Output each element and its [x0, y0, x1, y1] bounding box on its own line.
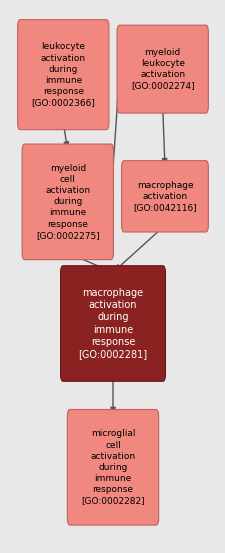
FancyBboxPatch shape [67, 409, 158, 525]
Text: macrophage
activation
[GO:0042116]: macrophage activation [GO:0042116] [133, 181, 196, 212]
FancyBboxPatch shape [121, 160, 207, 232]
FancyBboxPatch shape [18, 20, 108, 130]
Text: microglial
cell
activation
during
immune
response
[GO:0002282]: microglial cell activation during immune… [81, 430, 144, 505]
Text: myeloid
leukocyte
activation
[GO:0002274]: myeloid leukocyte activation [GO:0002274… [130, 48, 194, 90]
Text: leukocyte
activation
during
immune
response
[GO:0002366]: leukocyte activation during immune respo… [31, 43, 95, 107]
FancyBboxPatch shape [117, 25, 207, 113]
FancyBboxPatch shape [22, 144, 113, 260]
Text: myeloid
cell
activation
during
immune
response
[GO:0002275]: myeloid cell activation during immune re… [36, 164, 99, 239]
FancyBboxPatch shape [60, 266, 165, 382]
Text: macrophage
activation
during
immune
response
[GO:0002281]: macrophage activation during immune resp… [78, 288, 147, 359]
